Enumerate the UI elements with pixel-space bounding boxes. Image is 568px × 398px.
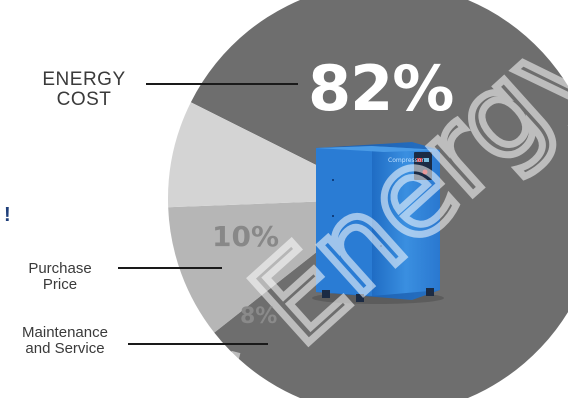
value-purchase-price: 10% [212,220,280,253]
exclamation-mark: ! [4,204,11,226]
label-purchase-price: Purchase Price [8,261,112,293]
label-maintenance-line1: Maintenance [22,324,108,341]
label-energy-cost-line1: ENERGY [42,69,126,90]
label-energy-cost-line2: COST [56,88,112,110]
label-maintenance-service: Maintenance and Service [4,325,126,357]
slice-energy-cost [190,0,568,398]
label-purchase-price-line2: Price [42,275,78,293]
compressor-brand: Compressor [388,157,424,164]
label-purchase-price-line1: Purchase [28,260,92,277]
label-maintenance-line2: and Service [25,339,105,357]
leader-lines [118,83,298,345]
label-energy-cost: ENERGY COST [32,70,136,110]
value-energy-cost: 82% [308,52,454,125]
value-maintenance-service: 8% [240,304,278,329]
compressor-illustration: Compressor [312,142,444,304]
